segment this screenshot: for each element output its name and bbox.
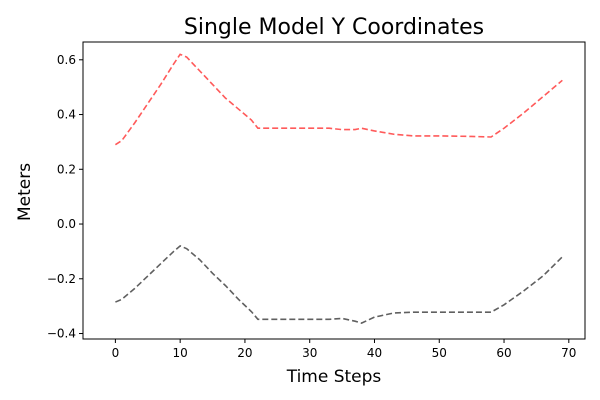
y-axis-ticks: −0.4 −0.2 0.0 0.2 0.4 0.6: [47, 53, 83, 341]
x-tick-label-1: 10: [173, 346, 188, 360]
y-tick-label-5: 0.6: [57, 53, 76, 67]
chart-title: Single Model Y Coordinates: [184, 15, 484, 40]
x-tick-label-0: 0: [112, 346, 120, 360]
series-layer: [114, 53, 563, 324]
x-axis-label: Time Steps: [286, 367, 382, 387]
y-tick-label-1: −0.2: [47, 272, 76, 286]
plot-area-frame: [82, 41, 586, 340]
y-tick-label-0: −0.4: [47, 327, 76, 341]
y-axis-label: Meters: [15, 163, 35, 221]
x-tick-label-7: 70: [561, 346, 576, 360]
x-tick-label-6: 60: [496, 346, 511, 360]
y-tick-label-3: 0.2: [57, 162, 76, 176]
x-tick-label-4: 40: [367, 346, 382, 360]
x-tick-label-2: 20: [237, 346, 252, 360]
x-axis-ticks: 0 10 20 30 40 50 60 70: [112, 339, 576, 360]
x-tick-label-3: 30: [302, 346, 317, 360]
series-2-line: [115, 245, 563, 324]
x-tick-label-5: 50: [432, 346, 447, 360]
y-tick-label-4: 0.4: [57, 108, 76, 122]
series-1-line: [114, 53, 563, 146]
y-tick-label-2: 0.0: [57, 217, 76, 231]
